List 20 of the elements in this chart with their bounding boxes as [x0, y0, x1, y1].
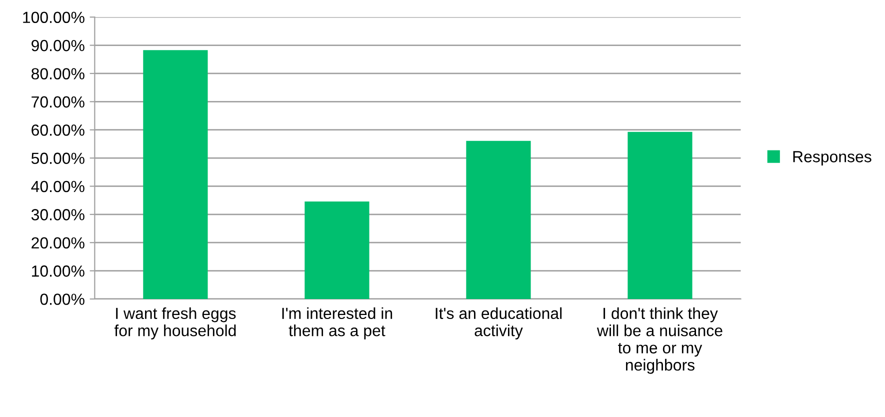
y-tick-label: 90.00% [32, 40, 84, 52]
y-tick-label: 10.00% [32, 265, 84, 277]
x-tick-label: I want fresh eggs for my household [114, 307, 236, 340]
y-tick-label: 30.00% [31, 209, 84, 220]
y-tick-label: 60.00% [32, 124, 84, 136]
y-tick-label: 80.00% [32, 68, 84, 80]
x-tick-label: I don't think they will be a nuisance to me or my neighbors [596, 307, 722, 374]
bar [304, 201, 370, 299]
y-tick-label: 100.00% [23, 12, 84, 24]
x-tick-label: I'm interested in them as a pet [282, 307, 392, 340]
y-tick-label: 20.00% [32, 237, 84, 249]
x-tick-label: It's an educational activity [436, 307, 562, 340]
y-tick-label: 50.00% [31, 152, 84, 164]
bar [143, 50, 208, 299]
y-tick-label: 40.00% [31, 180, 84, 192]
y-tick-label: 0.00% [40, 294, 84, 305]
bar [466, 140, 531, 299]
legend-label: Responses [793, 151, 872, 166]
bar [628, 132, 692, 299]
y-tick-label: 70.00% [32, 96, 84, 108]
